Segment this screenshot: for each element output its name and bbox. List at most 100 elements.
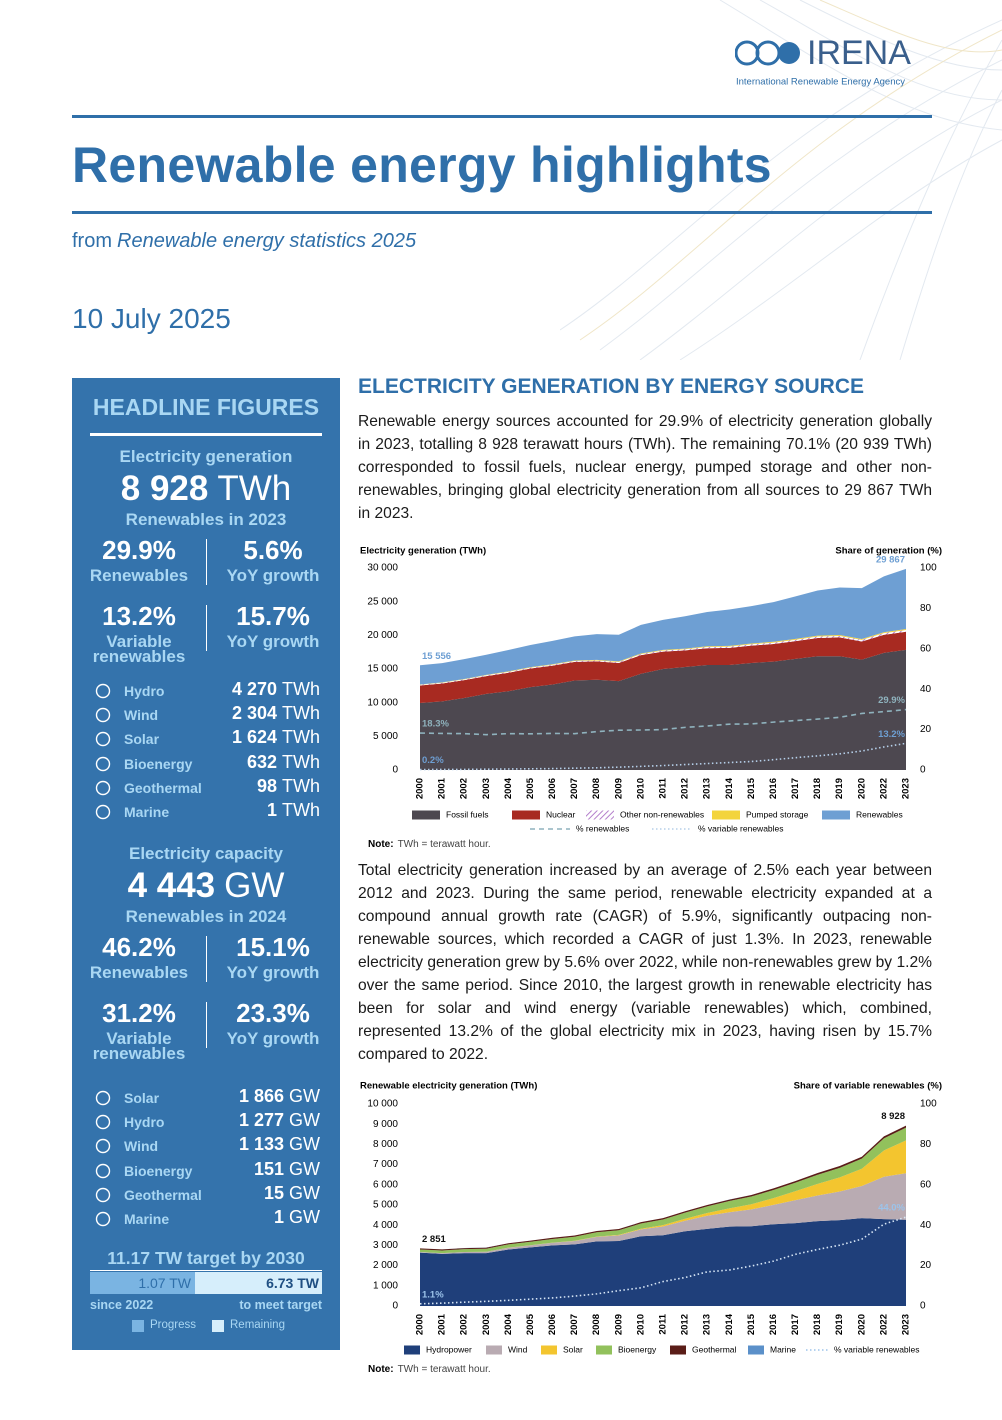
- y-tick-label: 0: [392, 765, 398, 776]
- legend-label: Geothermal: [692, 1344, 737, 1354]
- headline-panel: HEADLINE FIGURES Electricity generation 8…: [72, 378, 340, 1350]
- stat-value: 31.2%: [102, 998, 176, 1028]
- remaining-label: 6.73 TW: [266, 1275, 319, 1291]
- subtitle-prefix: from: [72, 230, 112, 252]
- stat-value: 23.3%: [236, 998, 310, 1028]
- value-unit: TWh: [217, 469, 292, 508]
- x-tick-label: 2002: [459, 778, 470, 799]
- x-tick-label: 2016: [768, 778, 779, 799]
- x-tick-label: 2018: [812, 1314, 823, 1335]
- x-tick-label: 2008: [591, 778, 602, 799]
- source-value: 632 TWh: [247, 752, 320, 773]
- source-value: 15 GW: [264, 1183, 320, 1204]
- block-label: Electricity capacity: [128, 844, 284, 863]
- source-number: 1 277: [238, 1110, 284, 1131]
- subtitle: from Renewable energy statistics 2025: [72, 230, 416, 253]
- y-tick-label: 7 000: [373, 1159, 398, 1170]
- source-icon: [95, 1187, 111, 1202]
- legend-swatch: [586, 810, 614, 820]
- legend-label: Renewables: [856, 809, 903, 819]
- source-value: 151 GW: [254, 1159, 320, 1180]
- source-value: 1 624 TWh: [232, 727, 320, 748]
- panel-rule: [90, 433, 322, 436]
- icon-shape: [95, 756, 111, 771]
- legend-swatch: [512, 810, 540, 820]
- axis-title: Electricity generation (TWh): [360, 546, 486, 557]
- source-number: 98: [256, 775, 277, 796]
- area: [420, 1173, 906, 1254]
- stat-separator: [206, 1002, 207, 1048]
- icon-shape: [95, 1211, 111, 1227]
- note-label: Note:: [368, 1364, 394, 1375]
- source-unit: GW: [289, 1086, 320, 1106]
- axis-title: Share of generation (%): [835, 546, 942, 557]
- x-tick-label: 2004: [503, 1313, 514, 1335]
- note: Note: TWh = terawatt hour.: [368, 839, 491, 850]
- x-tick-label: 2013: [702, 778, 713, 799]
- y-tick-label: 0: [392, 1301, 398, 1312]
- source-name: Bioenergy: [124, 755, 193, 772]
- y-tick-label: 2 000: [373, 1260, 398, 1271]
- paragraph: Renewable energy sources accounted for 2…: [358, 413, 932, 522]
- y-tick-label: 10 000: [367, 697, 398, 708]
- x-tick-label: 2003: [481, 778, 492, 799]
- y-tick-label: 20 000: [367, 630, 398, 641]
- rule: [72, 211, 932, 214]
- axis-title: Renewable electricity generation (TWh): [360, 1081, 537, 1092]
- source-unit: GW: [289, 1207, 320, 1227]
- stat-label: Variable renewables: [92, 1029, 186, 1063]
- source-icon: [95, 780, 111, 795]
- y-tick-label: 80: [920, 1139, 932, 1150]
- rule: [72, 115, 932, 118]
- source-number: 632: [246, 751, 277, 772]
- source-number: 2 304: [231, 703, 277, 724]
- stat-label: Variable renewables: [92, 632, 186, 666]
- source-unit: GW: [289, 1134, 320, 1155]
- source-number: 1 624: [231, 727, 277, 748]
- x-tick-label: 2006: [547, 1314, 558, 1335]
- stat-value: 13.2%: [102, 601, 176, 631]
- x-tick-label: 2011: [658, 777, 669, 798]
- stat-label: Renewables: [89, 963, 189, 982]
- note: Note: TWh = terawatt hour.: [368, 1364, 491, 1375]
- icon-shape: [95, 1187, 111, 1202]
- chart: Electricity generation (TWh) Share of gen…: [360, 546, 942, 850]
- x-tick-label: 2001: [437, 1313, 448, 1335]
- value-number: 8 928: [120, 469, 209, 508]
- panel-title: HEADLINE FIGURES: [92, 394, 320, 420]
- source-value: 2 304 TWh: [232, 703, 320, 724]
- source-icon: [95, 1163, 111, 1178]
- y-tick-label: 3 000: [373, 1240, 398, 1251]
- annotation: 29 867: [876, 554, 905, 565]
- value-unit: GW: [224, 866, 285, 905]
- x-tick-label: 2000: [415, 1314, 426, 1335]
- annotation: 13.2%: [878, 729, 905, 740]
- source-number: 1 133: [238, 1134, 284, 1155]
- source-unit: TWh: [282, 800, 320, 820]
- legend-label: Fossil fuels: [446, 809, 489, 819]
- icon-shape: [95, 780, 111, 795]
- legend-swatch: [712, 810, 740, 820]
- x-tick-label: 2007: [569, 1314, 580, 1335]
- source-unit: GW: [289, 1182, 320, 1203]
- legend-label: Pumped storage: [746, 809, 809, 819]
- legend-swatch: [486, 1345, 502, 1355]
- source-unit: TWh: [282, 775, 320, 796]
- y-tick-label: 30 000: [367, 563, 398, 574]
- y-tick-label: 20: [920, 1260, 932, 1271]
- annotation: 2 851: [422, 1234, 446, 1245]
- source-name: Wind: [124, 707, 159, 724]
- x-tick-label: 2010: [635, 778, 646, 799]
- icon-shape: [95, 804, 111, 820]
- logo: IRENA International Renewable Energy Age…: [735, 36, 911, 88]
- source-icon: [95, 683, 111, 699]
- x-tick-label: 2010: [635, 1314, 646, 1335]
- area: [420, 1218, 906, 1306]
- x-tick-label: 2014: [724, 777, 735, 799]
- note-text: TWh = terawatt hour.: [398, 839, 491, 850]
- source-unit: GW: [289, 1110, 320, 1131]
- section-heading: ELECTRICITY GENERATION BY ENERGY SOURCE: [358, 375, 865, 398]
- legend-label: Hydropower: [426, 1344, 472, 1354]
- y-tick-label: 40: [920, 684, 932, 695]
